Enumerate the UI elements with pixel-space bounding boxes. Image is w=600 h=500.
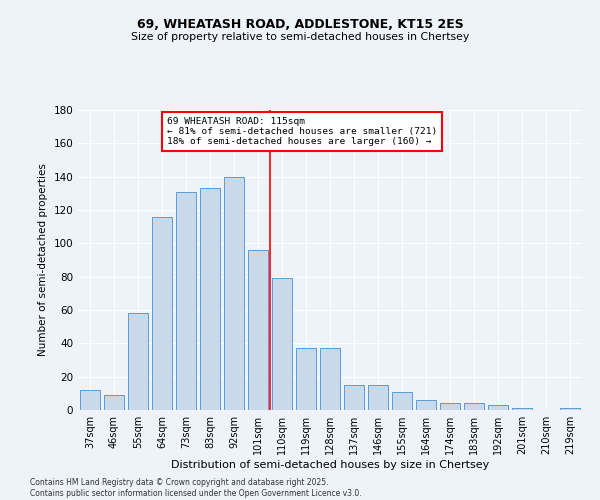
Bar <box>272 278 292 410</box>
Bar <box>488 405 508 410</box>
Y-axis label: Number of semi-detached properties: Number of semi-detached properties <box>38 164 48 356</box>
Bar <box>392 392 412 410</box>
Text: Size of property relative to semi-detached houses in Chertsey: Size of property relative to semi-detach… <box>131 32 469 42</box>
Bar <box>176 192 196 410</box>
Text: 69 WHEATASH ROAD: 115sqm
← 81% of semi-detached houses are smaller (721)
18% of : 69 WHEATASH ROAD: 115sqm ← 81% of semi-d… <box>167 116 437 146</box>
Bar <box>80 390 100 410</box>
Bar <box>296 348 316 410</box>
Bar <box>560 408 580 410</box>
Text: Contains HM Land Registry data © Crown copyright and database right 2025.
Contai: Contains HM Land Registry data © Crown c… <box>30 478 362 498</box>
Bar <box>200 188 220 410</box>
Bar <box>512 408 532 410</box>
Bar <box>416 400 436 410</box>
Bar <box>464 404 484 410</box>
Bar <box>152 216 172 410</box>
Bar <box>128 314 148 410</box>
Bar <box>104 395 124 410</box>
X-axis label: Distribution of semi-detached houses by size in Chertsey: Distribution of semi-detached houses by … <box>171 460 489 470</box>
Bar <box>224 176 244 410</box>
Text: 69, WHEATASH ROAD, ADDLESTONE, KT15 2ES: 69, WHEATASH ROAD, ADDLESTONE, KT15 2ES <box>137 18 463 30</box>
Bar <box>368 385 388 410</box>
Bar <box>440 404 460 410</box>
Bar <box>248 250 268 410</box>
Bar <box>344 385 364 410</box>
Bar <box>320 348 340 410</box>
